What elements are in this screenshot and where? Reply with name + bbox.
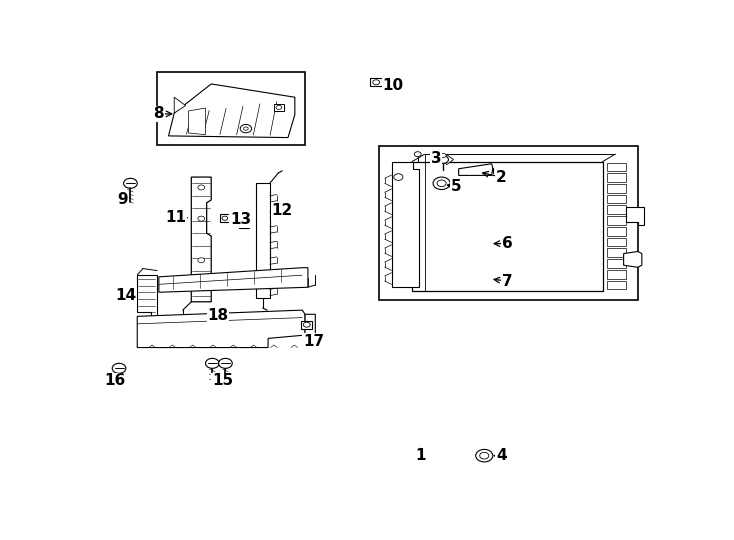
Polygon shape <box>255 183 270 298</box>
Bar <box>219 214 230 222</box>
Polygon shape <box>459 164 493 176</box>
Polygon shape <box>391 161 419 287</box>
Text: 12: 12 <box>272 203 293 218</box>
Bar <box>157 72 305 145</box>
Polygon shape <box>137 275 157 316</box>
Text: 6: 6 <box>501 236 512 251</box>
Circle shape <box>480 453 489 459</box>
Circle shape <box>198 185 205 190</box>
Circle shape <box>219 359 232 368</box>
Circle shape <box>123 178 137 188</box>
Bar <box>274 104 284 111</box>
Text: 18: 18 <box>208 308 228 322</box>
Polygon shape <box>626 207 644 225</box>
Polygon shape <box>606 238 626 246</box>
Polygon shape <box>606 270 626 279</box>
Polygon shape <box>305 314 316 343</box>
Polygon shape <box>443 154 454 165</box>
Polygon shape <box>606 163 626 171</box>
Text: 2: 2 <box>496 170 506 185</box>
Circle shape <box>198 258 205 263</box>
Text: 1: 1 <box>415 448 426 463</box>
Text: 15: 15 <box>212 373 233 388</box>
Polygon shape <box>606 281 626 289</box>
Text: 5: 5 <box>451 179 461 194</box>
Text: 10: 10 <box>382 78 404 93</box>
Circle shape <box>222 216 228 220</box>
Circle shape <box>303 322 310 327</box>
Circle shape <box>440 153 446 158</box>
Polygon shape <box>606 216 626 225</box>
Polygon shape <box>174 97 186 113</box>
Circle shape <box>438 156 448 163</box>
Polygon shape <box>192 177 211 302</box>
Circle shape <box>198 216 205 221</box>
Text: 3: 3 <box>431 151 441 166</box>
Text: 13: 13 <box>230 212 251 227</box>
Circle shape <box>437 180 446 187</box>
Text: 8: 8 <box>153 106 164 122</box>
Text: 7: 7 <box>502 274 512 288</box>
Bar <box>301 321 313 329</box>
Circle shape <box>112 363 126 373</box>
Text: 16: 16 <box>104 373 125 388</box>
Polygon shape <box>189 108 206 134</box>
Text: 9: 9 <box>117 192 128 207</box>
Polygon shape <box>169 84 295 138</box>
Polygon shape <box>606 173 626 182</box>
Polygon shape <box>606 227 626 235</box>
Polygon shape <box>159 268 308 292</box>
Circle shape <box>241 222 247 227</box>
Polygon shape <box>606 195 626 204</box>
Bar <box>379 146 638 300</box>
Bar <box>239 221 249 228</box>
Circle shape <box>240 124 252 133</box>
Circle shape <box>244 127 248 130</box>
Circle shape <box>276 105 282 110</box>
Bar <box>412 161 603 291</box>
Circle shape <box>476 449 493 462</box>
Text: 14: 14 <box>115 288 137 303</box>
Polygon shape <box>433 154 443 165</box>
Circle shape <box>433 177 450 190</box>
Text: 4: 4 <box>496 448 506 463</box>
Polygon shape <box>137 310 305 348</box>
Circle shape <box>414 152 421 157</box>
Polygon shape <box>606 248 626 257</box>
Circle shape <box>394 174 403 180</box>
Text: 17: 17 <box>303 334 324 349</box>
Polygon shape <box>624 252 642 267</box>
Polygon shape <box>606 206 626 214</box>
Text: 11: 11 <box>165 210 186 225</box>
Polygon shape <box>606 259 626 268</box>
Bar <box>371 78 382 86</box>
Circle shape <box>206 359 219 368</box>
Polygon shape <box>606 184 626 193</box>
Circle shape <box>373 80 379 85</box>
